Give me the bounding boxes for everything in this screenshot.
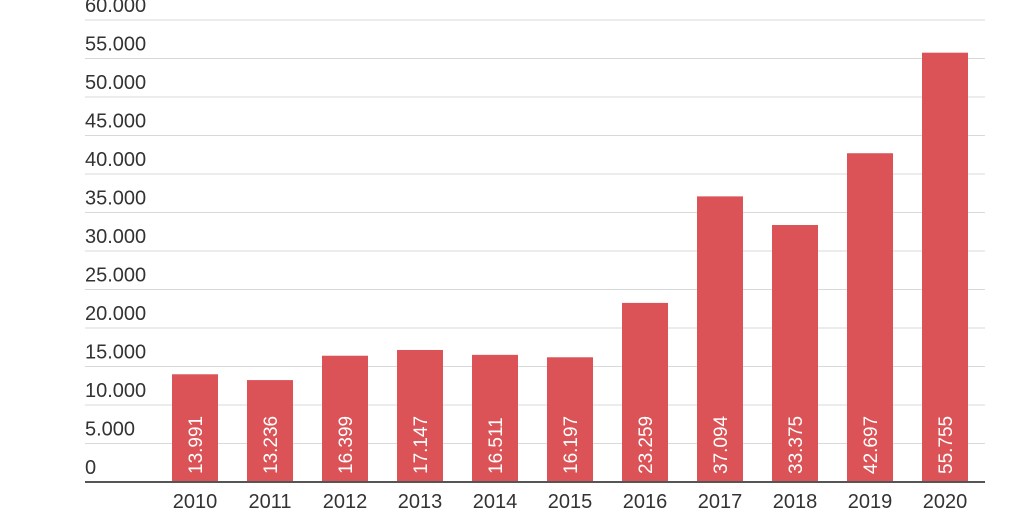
bar bbox=[472, 354, 518, 482]
value-label: 37.094 bbox=[711, 415, 732, 474]
x-tick-label: 2017 bbox=[698, 491, 743, 512]
x-tick-label: 2020 bbox=[923, 491, 968, 512]
bar bbox=[397, 349, 443, 482]
value-label: 42.697 bbox=[861, 416, 882, 474]
y-tick-label: 5.000 bbox=[85, 419, 135, 441]
bar bbox=[247, 380, 293, 482]
bar bbox=[547, 357, 593, 482]
y-tick-label: 45.000 bbox=[85, 111, 146, 133]
value-label: 13.991 bbox=[186, 416, 207, 474]
value-label: 17.147 bbox=[411, 416, 432, 474]
value-label: 13.236 bbox=[261, 416, 282, 474]
y-tick-label: 25.000 bbox=[85, 265, 146, 287]
x-tick-label: 2010 bbox=[173, 491, 218, 512]
x-tick-label: 2012 bbox=[323, 491, 368, 512]
value-label: 55.755 bbox=[936, 416, 957, 474]
x-tick-label: 2016 bbox=[623, 491, 668, 512]
x-tick-label: 2019 bbox=[848, 491, 893, 512]
x-tick-label: 2011 bbox=[248, 491, 291, 512]
y-tick-label: 60.000 bbox=[85, 0, 146, 17]
x-tick-label: 2014 bbox=[473, 491, 518, 512]
value-label: 33.375 bbox=[786, 416, 807, 474]
y-tick-label: 15.000 bbox=[85, 342, 146, 364]
x-tick-label: 2013 bbox=[398, 491, 443, 512]
y-tick-label: 0 bbox=[85, 457, 96, 479]
y-tick-label: 35.000 bbox=[85, 188, 146, 210]
y-tick-label: 20.000 bbox=[85, 303, 146, 325]
y-tick-label: 55.000 bbox=[85, 34, 146, 56]
y-tick-label: 10.000 bbox=[85, 380, 146, 402]
value-label: 16.197 bbox=[561, 416, 582, 474]
bar bbox=[847, 153, 893, 482]
value-label: 16.511 bbox=[486, 417, 507, 474]
bar bbox=[772, 225, 818, 482]
bar bbox=[697, 196, 743, 482]
value-label: 23.259 bbox=[636, 416, 657, 474]
bar bbox=[622, 302, 668, 482]
value-label: 16.399 bbox=[336, 416, 357, 474]
bar bbox=[322, 355, 368, 482]
x-tick-label: 2015 bbox=[548, 491, 593, 512]
bar bbox=[922, 52, 968, 483]
y-tick-label: 50.000 bbox=[85, 72, 146, 94]
y-tick-label: 40.000 bbox=[85, 149, 146, 171]
x-tick-label: 2018 bbox=[773, 491, 818, 512]
y-tick-label: 30.000 bbox=[85, 226, 146, 248]
bar bbox=[172, 374, 218, 482]
